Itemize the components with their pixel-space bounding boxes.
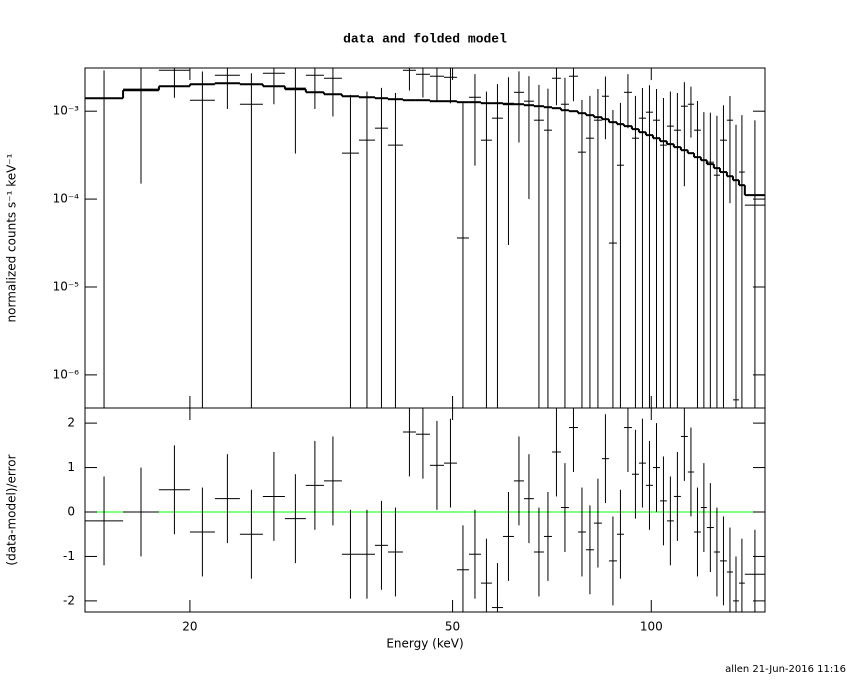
y-tick-label: 2	[67, 416, 75, 430]
x-axis-label: Energy (keV)	[386, 637, 463, 651]
x-tick-label: 20	[182, 620, 197, 634]
y-tick-label: -1	[63, 549, 75, 563]
y-tick-label: 10⁻⁴	[53, 192, 80, 206]
bottom-plot	[85, 408, 765, 612]
y-tick-label: 10⁻³	[53, 104, 80, 118]
chart-title: data and folded model	[343, 31, 507, 46]
x-tick-label: 50	[445, 620, 460, 634]
footer: allen 21-Jun-2016 11:16	[725, 664, 846, 675]
y-tick-label: -2	[63, 593, 75, 607]
x-tick-label: 100	[640, 620, 663, 634]
y-tick-label: 0	[67, 505, 75, 519]
y-tick-label: 1	[67, 460, 75, 474]
y-tick-label: 10⁻⁶	[53, 367, 80, 381]
y-axis-label: (data-model)/error	[5, 454, 19, 565]
top-plot	[85, 68, 765, 408]
y-tick-label: 10⁻⁵	[53, 279, 80, 293]
bottom-frame	[84, 407, 766, 613]
y-axis-label: normalized counts s⁻¹ keV⁻¹	[5, 153, 19, 322]
